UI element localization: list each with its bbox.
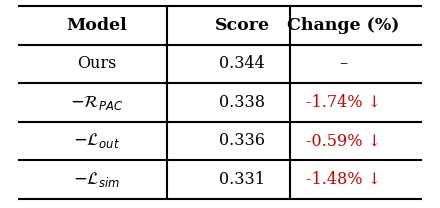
Text: Model: Model [66,17,127,34]
Text: 0.344: 0.344 [219,56,265,72]
Text: 0.331: 0.331 [219,171,265,188]
Text: 0.338: 0.338 [219,94,265,111]
Text: Change (%): Change (%) [287,17,400,34]
Text: -1.74% ↓: -1.74% ↓ [306,94,381,111]
Text: -1.48% ↓: -1.48% ↓ [306,171,381,188]
Text: Score: Score [214,17,270,34]
Text: -0.59% ↓: -0.59% ↓ [306,132,381,149]
Text: –: – [339,56,347,72]
Text: 0.336: 0.336 [219,132,265,149]
Text: Ours: Ours [77,56,117,72]
Text: $- \mathcal{L}_{sim}$: $- \mathcal{L}_{sim}$ [73,170,121,189]
Text: $- \mathcal{L}_{out}$: $- \mathcal{L}_{out}$ [73,131,120,150]
Text: $- \mathcal{R}_{PAC}$: $- \mathcal{R}_{PAC}$ [70,93,124,112]
